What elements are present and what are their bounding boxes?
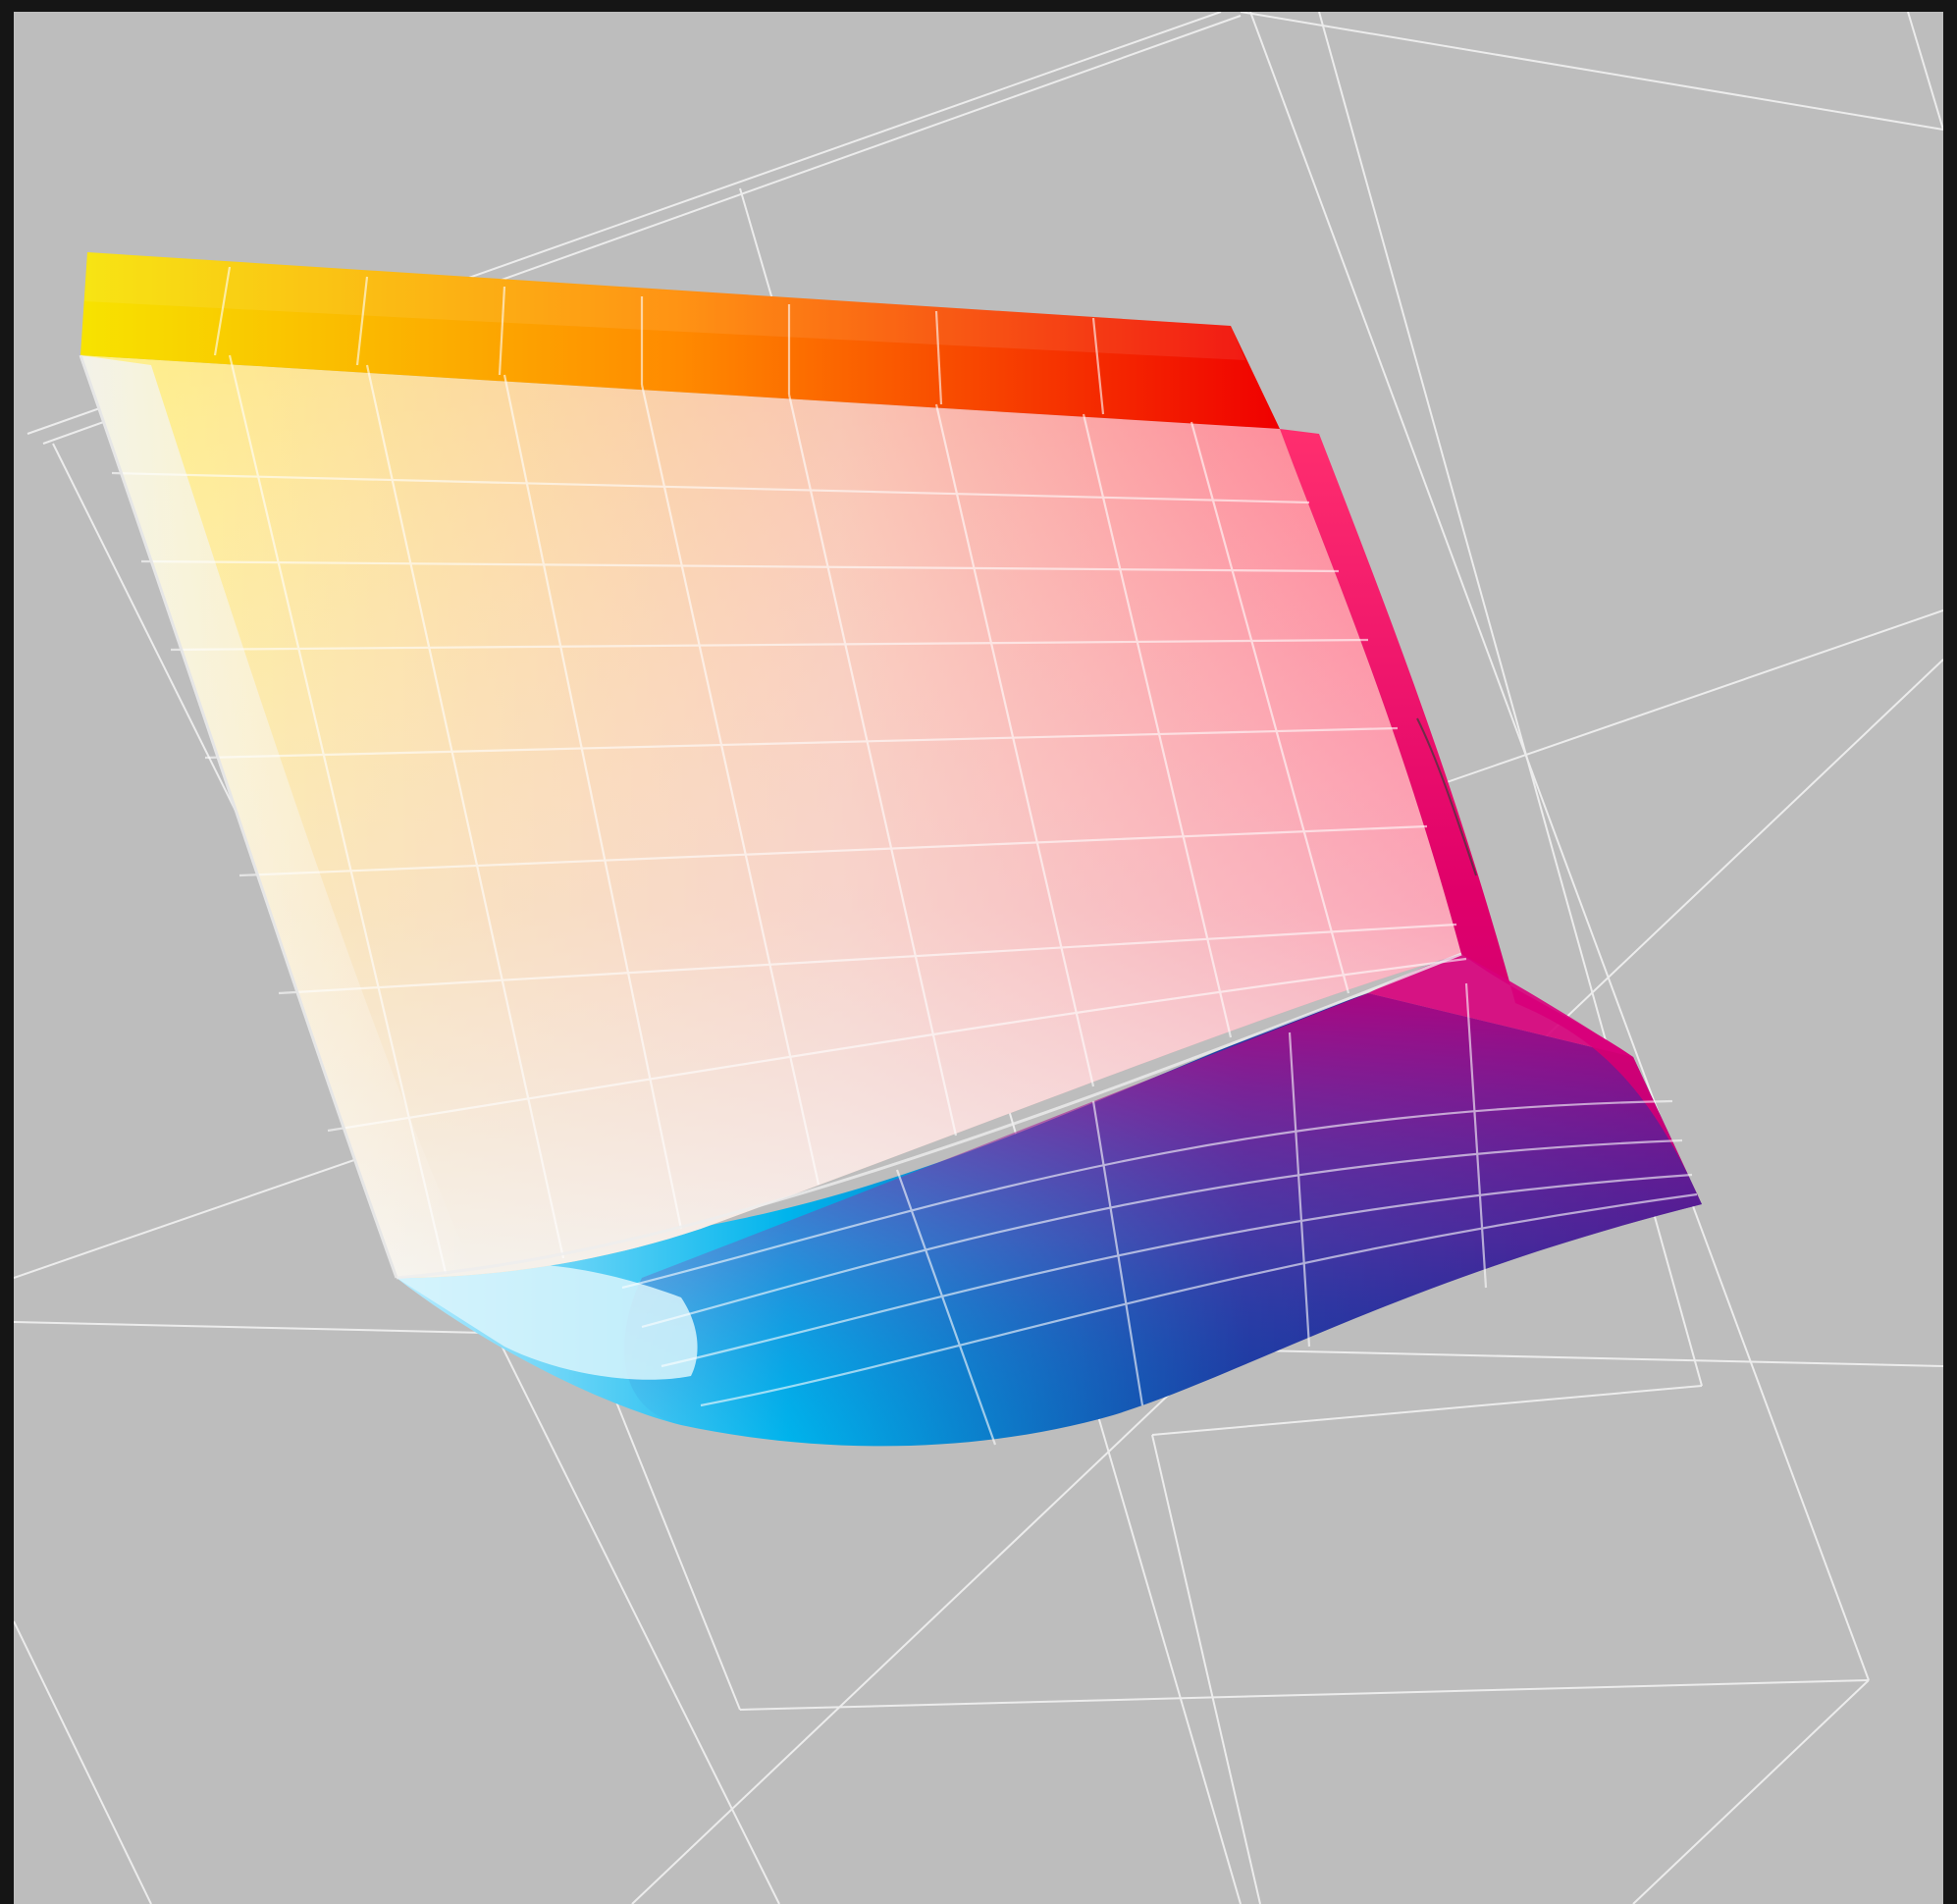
mesh-line — [327, 957, 1467, 1133]
gamut-surface-mesh — [111, 266, 1698, 1446]
gamut-dark-edge — [1416, 717, 1477, 876]
mesh-line — [621, 1099, 1673, 1290]
mesh-line — [502, 374, 683, 1230]
mesh-line — [1288, 1031, 1311, 1348]
gamut-magenta-rim — [1280, 429, 1702, 1204]
mesh-line — [1091, 317, 1105, 415]
mesh-line — [1082, 413, 1233, 1038]
gamut-outline-inner — [396, 952, 1462, 1280]
cube-edge — [1151, 1434, 1261, 1904]
mesh-line — [355, 276, 369, 366]
gamut-3d-viewport[interactable] — [14, 12, 1943, 1904]
gamut-left-white-edge — [80, 355, 475, 1278]
mesh-line — [1091, 1100, 1144, 1406]
gamut-3d-scene[interactable] — [14, 12, 1943, 1904]
mesh-line — [1190, 421, 1350, 994]
mesh-line — [661, 1173, 1693, 1368]
gamut-front-face-fade — [80, 355, 1461, 1278]
mesh-line — [365, 364, 565, 1259]
mesh-line — [140, 559, 1340, 573]
gamut-top-face-highlight — [84, 252, 1245, 360]
gamut-top-face — [80, 252, 1280, 429]
mesh-line — [934, 310, 943, 405]
cube-edge — [1240, 12, 1943, 131]
gamut-bottom-face-tint — [624, 993, 1702, 1447]
cube-edge — [14, 1620, 152, 1904]
gamut-outline — [79, 354, 398, 1279]
cube-edge — [1907, 12, 1943, 131]
mesh-line — [934, 403, 1095, 1087]
mesh-line — [787, 394, 958, 1137]
mesh-line — [498, 286, 506, 376]
gamut-magenta-ledge — [1368, 954, 1633, 1057]
gamut-solid[interactable] — [79, 252, 1702, 1447]
gamut-cyan-cap — [397, 1263, 698, 1380]
mesh-line — [895, 1169, 997, 1446]
cube-edge — [1151, 1385, 1703, 1436]
mesh-line — [640, 384, 820, 1186]
mesh-line — [641, 1138, 1683, 1329]
mesh-line — [213, 266, 232, 356]
mesh-line — [1464, 982, 1488, 1289]
mesh-line — [204, 726, 1399, 760]
mesh-line — [278, 923, 1457, 995]
mesh-line — [238, 824, 1428, 877]
mesh-line — [111, 471, 1310, 504]
mesh-line — [228, 354, 448, 1274]
cube-edge — [739, 1679, 1870, 1711]
mesh-line — [700, 1192, 1698, 1407]
mesh-line — [170, 638, 1369, 652]
cube-edge — [1632, 1679, 1870, 1904]
cube-edge — [1249, 12, 1870, 1681]
